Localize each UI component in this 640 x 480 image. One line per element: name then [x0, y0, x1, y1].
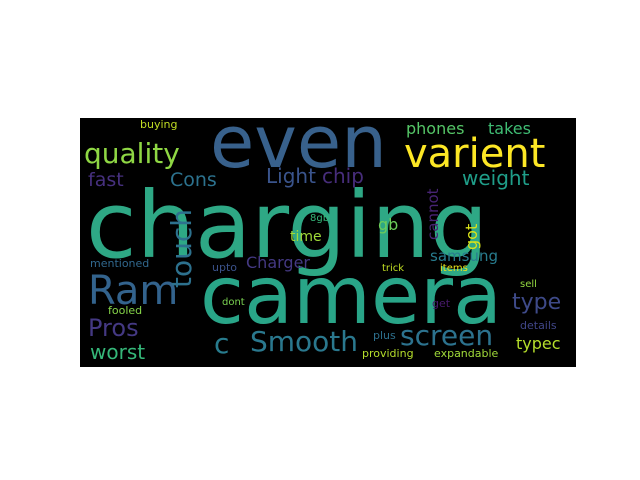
word-typec: typec	[516, 334, 561, 353]
word-takes: takes	[488, 119, 531, 138]
word-expandable: expandable	[434, 347, 499, 360]
word-details: details	[520, 319, 557, 332]
word-screen: screen	[400, 319, 494, 352]
word-smooth: Smooth	[250, 325, 359, 358]
word-trick: trick	[382, 263, 405, 274]
word-8gb: 8gb	[310, 213, 330, 224]
word-get: get	[432, 297, 451, 310]
word-charger: Charger	[246, 253, 310, 272]
word-fast: fast	[88, 169, 124, 191]
word-samsung: samsung	[430, 247, 498, 265]
word-weight: weight	[462, 166, 530, 190]
word-cannot: cannot	[424, 188, 442, 240]
word-camera: camera	[200, 249, 503, 342]
word-varient: varient	[404, 131, 546, 177]
word-plus: plus	[373, 329, 396, 342]
word-time: time	[290, 229, 322, 245]
word-phones: phones	[406, 119, 465, 138]
word-providing: providing	[362, 347, 414, 360]
word-light: Light	[266, 164, 316, 188]
word-c: c	[214, 327, 230, 360]
word-ram: Ram	[88, 268, 179, 314]
word-even: even	[210, 118, 387, 184]
word-dont: dont	[222, 297, 245, 308]
word-quality: quality	[84, 137, 180, 170]
word-mentioned: mentioned	[90, 257, 150, 270]
word-chip: chip	[322, 164, 364, 188]
word-items: items	[440, 263, 468, 274]
word-fooled: fooled	[108, 304, 143, 317]
word-cloud: charging camera even varient quality pho…	[80, 118, 576, 367]
word-touch: touch	[165, 209, 198, 288]
word-pros: Pros	[88, 314, 139, 342]
word-charging: charging	[86, 172, 489, 279]
word-type: type	[512, 290, 562, 315]
word-worst: worst	[90, 340, 146, 364]
word-cons: Cons	[170, 169, 217, 191]
word-gb: gb	[378, 215, 399, 234]
word-sell: sell	[520, 279, 537, 290]
word-upto: upto	[212, 261, 237, 274]
word-buying: buying	[140, 118, 178, 131]
